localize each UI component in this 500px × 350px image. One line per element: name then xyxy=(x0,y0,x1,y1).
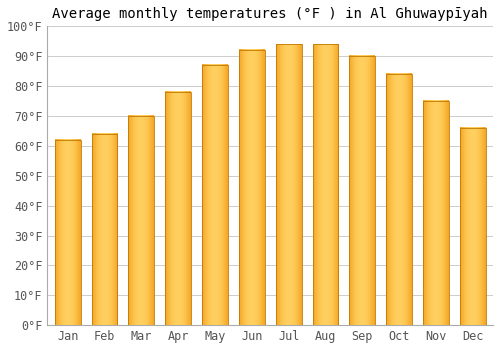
Title: Average monthly temperatures (°F ) in Al Ghuwayрīyah: Average monthly temperatures (°F ) in Al… xyxy=(52,7,488,21)
Bar xyxy=(239,50,264,325)
Bar xyxy=(55,140,80,325)
Bar xyxy=(92,134,118,325)
Bar xyxy=(423,101,449,325)
Bar xyxy=(166,92,191,325)
Bar xyxy=(312,44,338,325)
Bar xyxy=(239,50,264,325)
Bar xyxy=(276,44,301,325)
Bar xyxy=(55,140,80,325)
Bar xyxy=(276,44,301,325)
Bar xyxy=(312,44,338,325)
Bar xyxy=(386,74,412,325)
Bar xyxy=(460,128,485,325)
Bar xyxy=(202,65,228,325)
Bar xyxy=(166,92,191,325)
Bar xyxy=(423,101,449,325)
Bar xyxy=(386,74,412,325)
Bar xyxy=(202,65,228,325)
Bar xyxy=(128,116,154,325)
Bar xyxy=(128,116,154,325)
Bar xyxy=(350,56,375,325)
Bar xyxy=(350,56,375,325)
Bar xyxy=(460,128,485,325)
Bar xyxy=(92,134,118,325)
